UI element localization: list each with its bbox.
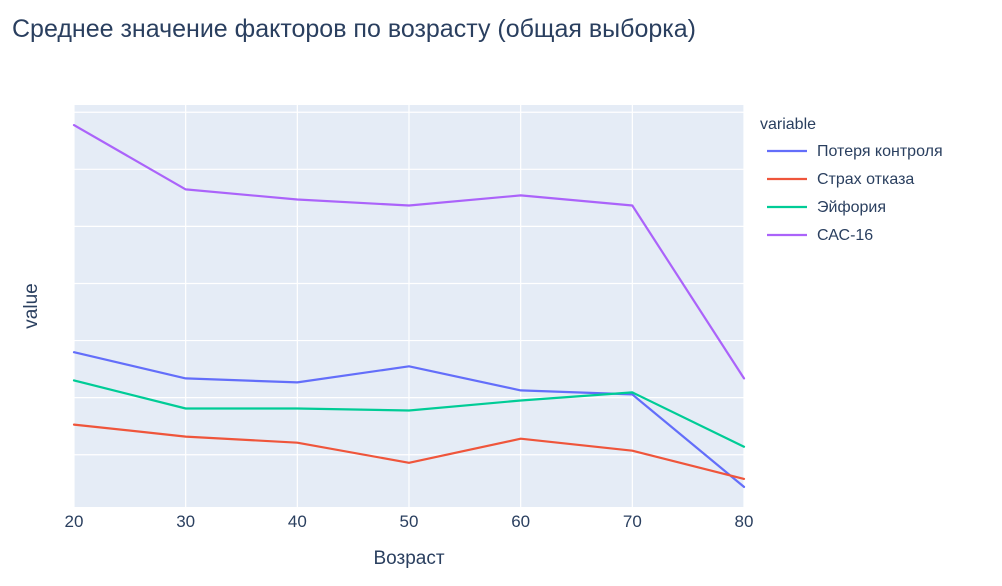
legend-item[interactable]: Потеря контроля	[767, 143, 943, 160]
legend-label: САС-16	[817, 227, 873, 244]
x-tick-label: 40	[288, 512, 307, 531]
series-line	[72, 423, 746, 480]
legend-item[interactable]: Страх отказа	[767, 171, 914, 188]
series-lines	[72, 123, 746, 488]
series-line	[72, 351, 746, 488]
legend: variable Потеря контроля Страх отказа Эйфо…	[760, 116, 943, 244]
legend-label: Страх отказа	[817, 171, 914, 188]
legend-title: variable	[760, 116, 816, 133]
x-tick-label: 50	[400, 512, 419, 531]
series-line	[72, 379, 746, 448]
grid-lines	[73, 105, 745, 507]
chart-title: Среднее значение факторов по возрасту (о…	[12, 15, 696, 43]
series-line	[72, 123, 746, 380]
legend-item[interactable]: САС-16	[767, 227, 873, 244]
x-tick-label: 30	[176, 512, 195, 531]
legend-label: Потеря контроля	[817, 143, 943, 160]
x-tick-label: 80	[735, 512, 754, 531]
x-tick-label: 20	[65, 512, 84, 531]
x-axis-ticks: 20 30 40 50 60 70 80	[65, 512, 754, 531]
y-axis-title: value	[21, 283, 42, 328]
legend-item[interactable]: Эйфория	[767, 199, 886, 216]
x-tick-label: 70	[623, 512, 642, 531]
x-tick-label: 60	[511, 512, 530, 531]
legend-label: Эйфория	[817, 199, 886, 216]
x-axis-title: Возраст	[373, 548, 444, 569]
